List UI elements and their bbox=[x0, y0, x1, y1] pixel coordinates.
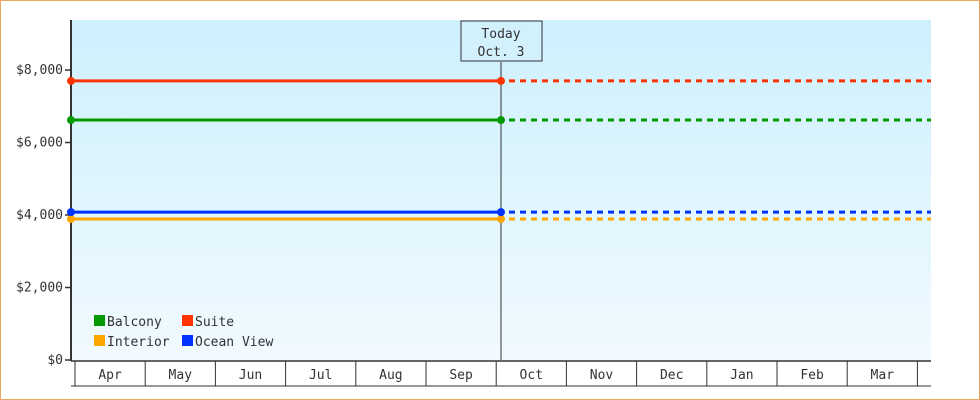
legend-label: Interior bbox=[107, 335, 170, 350]
x-axis: Apr May Jun Jul Aug Sep Oct Nov Dec Jan Feb Mar bbox=[71, 360, 931, 387]
legend-swatch bbox=[182, 335, 193, 346]
data-point bbox=[67, 116, 75, 125]
legend-swatch bbox=[182, 315, 193, 326]
legend: Balcony Suite Interior Ocean View bbox=[94, 315, 273, 350]
x-tick-label: Feb bbox=[800, 368, 824, 383]
y-tick-label: $6,000 bbox=[16, 136, 63, 151]
data-point bbox=[497, 214, 505, 223]
series-group bbox=[67, 76, 931, 223]
series-suite bbox=[67, 76, 931, 85]
y-tick-label: $8,000 bbox=[16, 63, 63, 78]
data-point bbox=[497, 76, 505, 85]
data-point bbox=[67, 208, 75, 217]
data-point bbox=[67, 76, 75, 85]
x-tick-label: Aug bbox=[379, 368, 402, 383]
y-tick-label: $2,000 bbox=[16, 281, 63, 296]
legend-swatch bbox=[94, 315, 105, 326]
x-tick-label: Jan bbox=[730, 368, 753, 383]
x-tick-label: Oct bbox=[520, 368, 543, 383]
today-box bbox=[460, 20, 543, 62]
series-interior bbox=[67, 214, 931, 223]
legend-label: Ocean View bbox=[195, 335, 273, 350]
today-date: Oct. 3 bbox=[478, 45, 525, 60]
series-ocean-view bbox=[67, 208, 931, 217]
data-point bbox=[497, 116, 505, 125]
y-tick-label: $0 bbox=[47, 353, 63, 368]
x-tick-label: Mar bbox=[871, 368, 895, 383]
y-tick-label: $4,000 bbox=[16, 208, 63, 223]
x-tick-label: Sep bbox=[449, 368, 473, 383]
data-point bbox=[497, 208, 505, 217]
data-point bbox=[67, 214, 75, 223]
x-tick-label: Jul bbox=[309, 368, 332, 383]
today-label: Today bbox=[481, 27, 520, 42]
legend-label: Suite bbox=[195, 315, 234, 330]
x-tick-label: Jun bbox=[239, 368, 262, 383]
x-tick-label: Nov bbox=[590, 368, 614, 383]
x-tick-label: Dec bbox=[660, 368, 683, 383]
y-axis: $0 $2,000 $4,000 $6,000 $8,000 bbox=[16, 20, 72, 368]
x-tick-label: May bbox=[169, 368, 193, 383]
x-tick-label: Apr bbox=[98, 368, 122, 383]
legend-swatch bbox=[94, 335, 105, 346]
series-balcony bbox=[67, 116, 931, 125]
legend-label: Balcony bbox=[107, 315, 162, 330]
